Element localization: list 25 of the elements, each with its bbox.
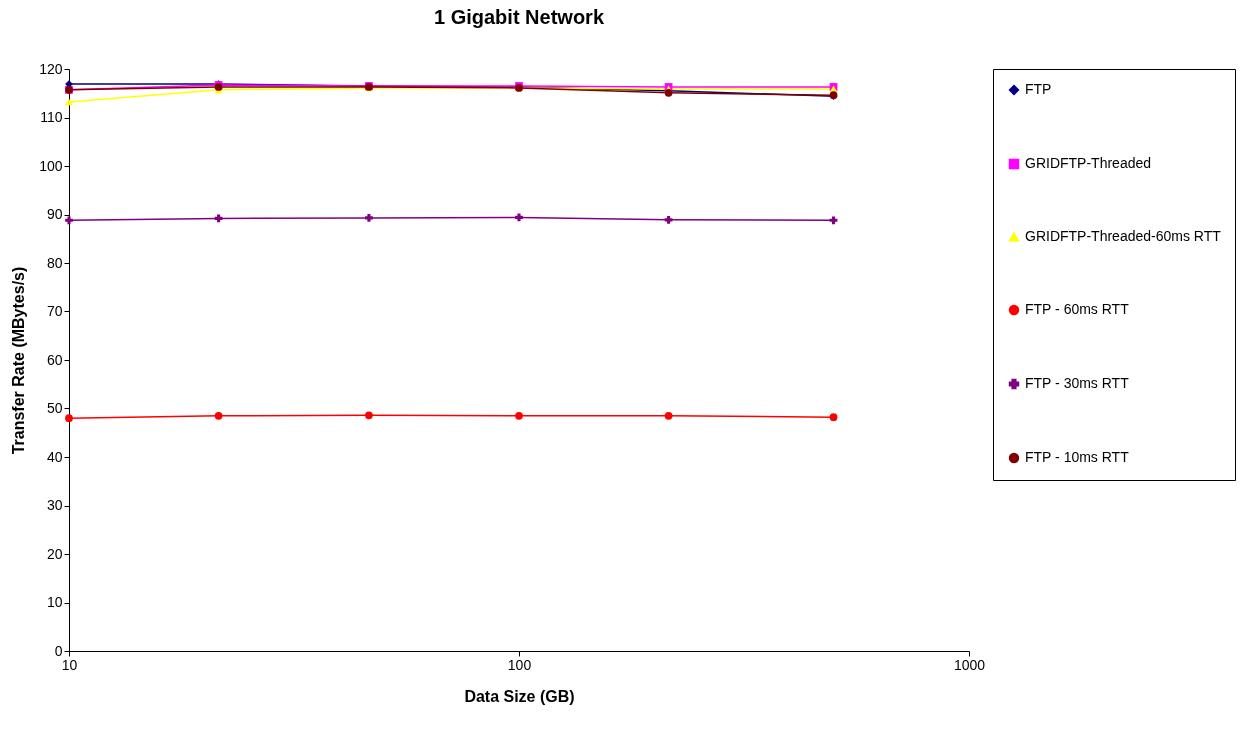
x-tick-label: 10 xyxy=(61,656,78,673)
y-tick-label: 40 xyxy=(46,448,63,465)
legend-label: FTP xyxy=(1025,81,1052,97)
x-tick-label: 100 xyxy=(507,656,532,673)
legend-label: FTP - 30ms RTT xyxy=(1025,375,1130,391)
y-tick-label: 10 xyxy=(46,594,63,610)
y-tick-label: 110 xyxy=(40,109,63,125)
y-tick-label: 20 xyxy=(46,545,63,562)
legend-label: FTP - 10ms RTT xyxy=(1025,449,1130,465)
y-tick-label: 70 xyxy=(46,303,63,319)
legend-label: FTP - 60ms RTT xyxy=(1025,301,1130,317)
y-tick-label: 30 xyxy=(46,497,63,513)
y-tick-label: 60 xyxy=(46,351,63,368)
x-tick-label: 1000 xyxy=(953,656,986,673)
y-axis-title: Transfer Rate (MBytes/s) xyxy=(10,266,28,455)
chart-title: 1 Gigabit Network xyxy=(433,6,605,28)
y-tick-label: 0 xyxy=(54,642,63,659)
legend-label: GRIDFTP-Threaded xyxy=(1025,155,1152,171)
y-tick-label: 100 xyxy=(39,157,63,174)
y-tick-label: 90 xyxy=(46,206,63,222)
y-tick-label: 120 xyxy=(39,60,63,77)
y-tick-label: 50 xyxy=(46,400,63,416)
legend-label: GRIDFTP-Threaded-60ms RTT xyxy=(1025,228,1222,244)
x-axis-title: Data Size (GB) xyxy=(464,687,575,705)
y-tick-label: 80 xyxy=(46,254,63,271)
